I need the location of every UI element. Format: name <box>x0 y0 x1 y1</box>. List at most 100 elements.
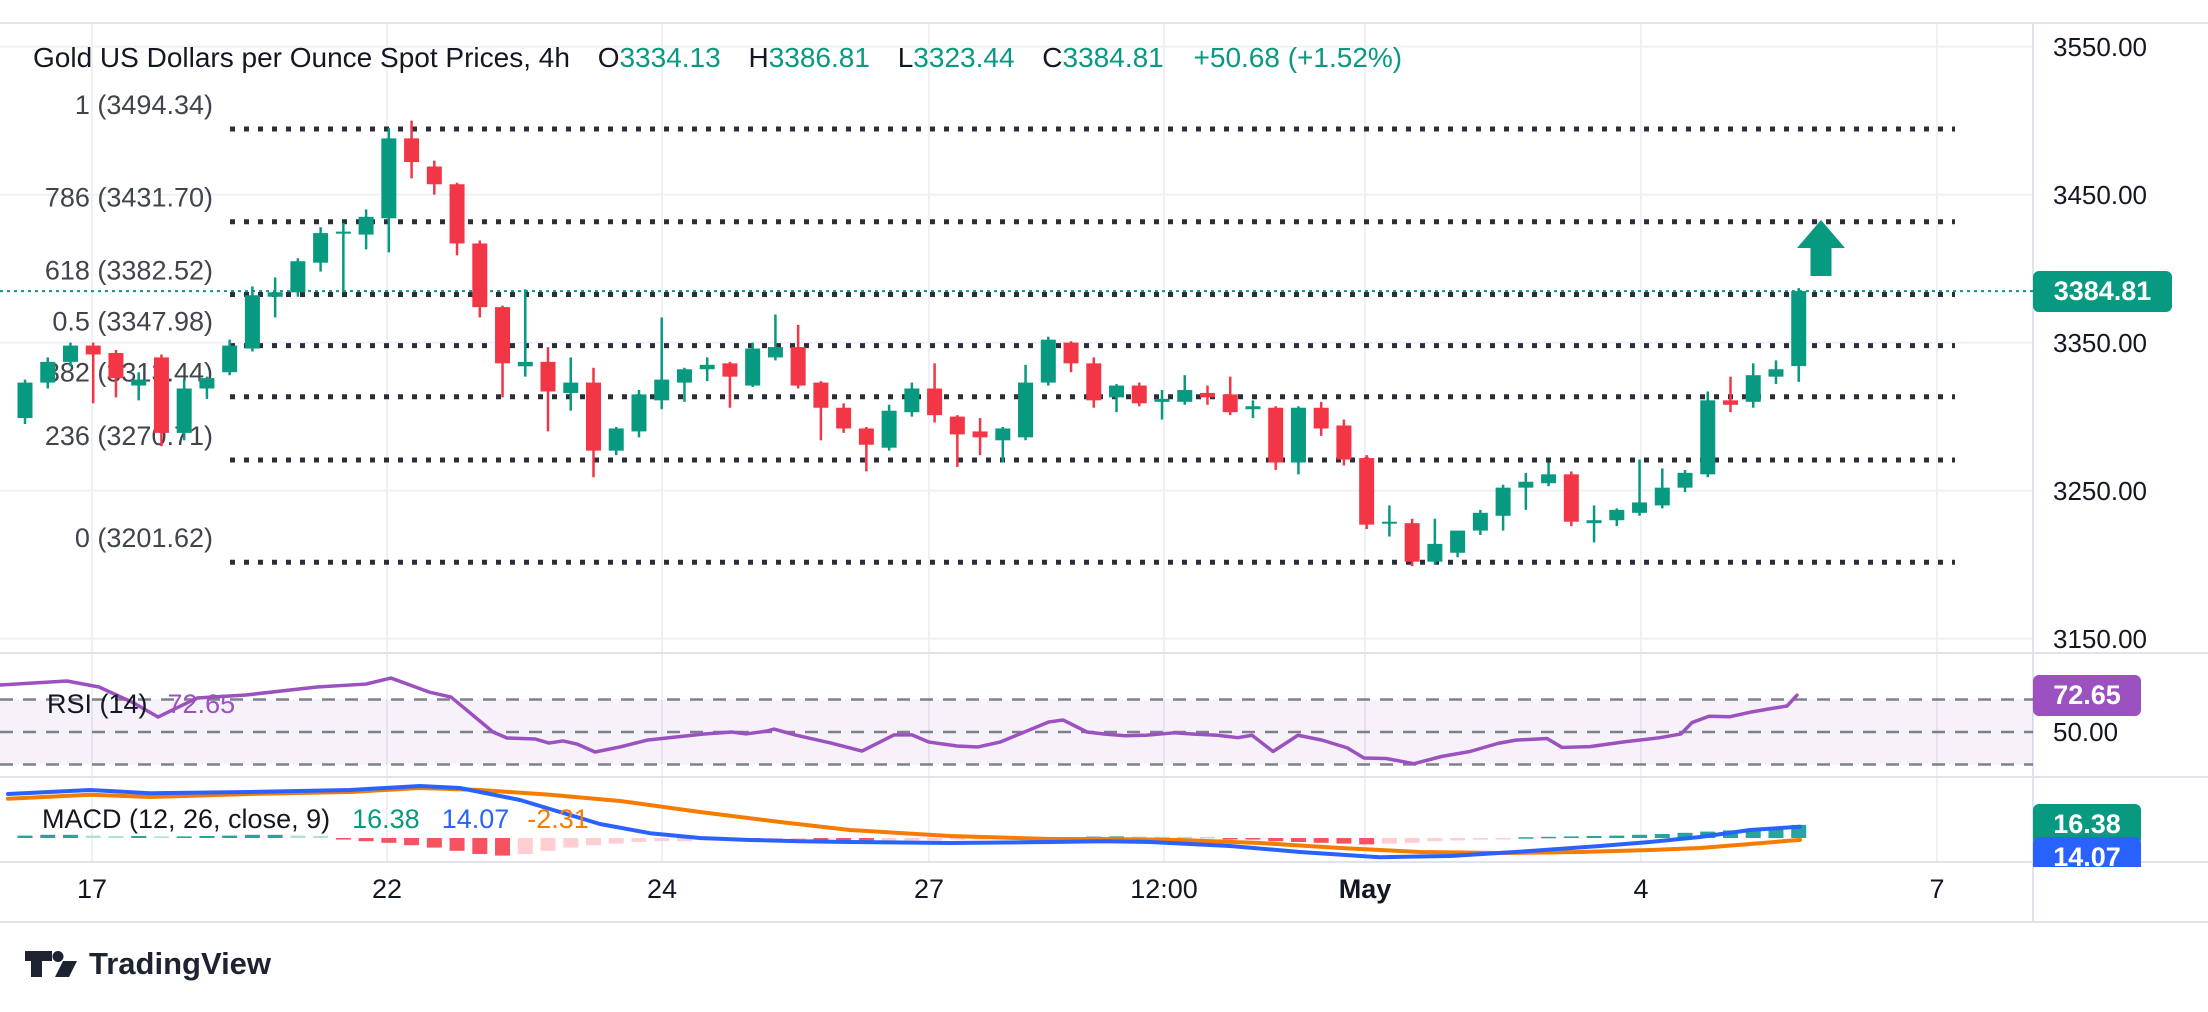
macd-histogram-bar <box>676 838 692 842</box>
macd-histogram-bar <box>472 838 488 854</box>
candle-body <box>699 364 715 370</box>
macd-histogram-bar <box>358 838 374 842</box>
macd-histogram-bar <box>517 838 533 854</box>
candle-body <box>790 347 806 386</box>
candle-body <box>1086 363 1102 401</box>
macd-histogram-bar <box>222 835 238 838</box>
macd-histogram-bar <box>1177 836 1193 839</box>
macd-histogram-bar <box>1586 836 1602 838</box>
candle-body <box>858 428 874 445</box>
candle-body <box>586 382 601 451</box>
macd-histogram-bar <box>1222 838 1238 840</box>
macd-histogram-bar <box>1154 836 1170 839</box>
candle-body <box>1199 392 1215 398</box>
candle-body <box>1381 521 1397 524</box>
candle-body <box>654 379 670 401</box>
candle-body <box>1177 389 1193 402</box>
macd-histogram-bar <box>1268 838 1284 842</box>
macd-histogram-bar <box>1541 836 1557 839</box>
macd-histogram-bar <box>904 838 920 841</box>
macd-histogram-bar <box>1359 838 1375 845</box>
macd-histogram-bar <box>131 836 147 838</box>
candle-body <box>1472 512 1488 531</box>
candle-body <box>631 394 647 432</box>
candle-body <box>244 295 260 349</box>
macd-histogram-bar <box>1404 838 1420 843</box>
macd-histogram-bar <box>881 838 897 842</box>
rsi-line <box>0 676 1799 766</box>
candle-body <box>335 231 351 234</box>
candle-body <box>131 379 147 386</box>
candle-body <box>1563 474 1579 522</box>
fib-level-label: 0.5 (3347.98) <box>52 307 213 337</box>
candle-body <box>1677 472 1693 488</box>
macd-histogram-bar <box>1768 827 1784 838</box>
candle-body <box>1632 502 1648 513</box>
up-arrow-annotation <box>1797 220 1845 276</box>
candle-body <box>881 410 897 448</box>
candle-body <box>1495 487 1511 516</box>
candle-body <box>1245 406 1261 410</box>
candle-body <box>1131 385 1147 404</box>
candle-body <box>267 292 283 297</box>
macd-histogram-bar <box>290 835 306 838</box>
candle-body <box>1586 520 1602 524</box>
macd-histogram-bar <box>1131 836 1147 839</box>
macd-histogram-bar <box>85 835 101 838</box>
macd-histogram-bar <box>927 838 943 841</box>
candle-body <box>153 357 169 433</box>
macd-line <box>6 784 1802 860</box>
candle-body <box>813 382 829 408</box>
candle-body <box>1268 407 1284 463</box>
macd-histogram-bar <box>1745 829 1761 838</box>
candle-body <box>62 345 78 362</box>
macd-histogram-bar <box>1313 838 1329 843</box>
macd-histogram-bar <box>1609 835 1625 838</box>
candle-body <box>404 138 420 163</box>
macd-histogram-bar <box>1632 834 1648 838</box>
macd-histogram-bar <box>1563 836 1579 838</box>
macd-histogram-bar <box>404 838 420 846</box>
candle-body <box>381 138 397 219</box>
macd-histogram-bar <box>1290 838 1306 842</box>
candle-body <box>1609 509 1625 521</box>
candle-body <box>1450 530 1466 553</box>
macd-histogram-bar <box>563 838 579 848</box>
macd-histogram-bar <box>176 836 192 838</box>
macd-histogram-bar <box>267 834 283 838</box>
candle-body <box>1791 291 1807 367</box>
macd-histogram-bar <box>449 838 465 851</box>
candle-body <box>495 307 511 364</box>
candle-body <box>108 352 124 379</box>
macd-histogram-bar <box>199 836 215 838</box>
candle-body <box>676 369 692 383</box>
macd-histogram-bar <box>1450 838 1466 841</box>
macd-histogram-bar <box>631 838 647 842</box>
macd-histogram-bar <box>540 838 556 851</box>
macd-histogram-bar <box>313 836 329 838</box>
macd-histogram-bar <box>381 838 397 843</box>
macd-histogram-bar <box>1245 838 1261 840</box>
candle-body <box>1745 375 1761 402</box>
candle-body <box>290 261 306 293</box>
candle-body <box>1723 400 1738 405</box>
candle-body <box>1541 474 1557 484</box>
candle-body <box>1404 523 1420 562</box>
candle-body <box>745 348 761 386</box>
candle-body <box>358 216 374 235</box>
candle-body <box>767 347 783 358</box>
macd-histogram-bar <box>108 836 124 838</box>
candle-body <box>449 184 465 244</box>
macd-histogram-bar <box>62 834 78 838</box>
macd-histogram-bar <box>335 838 351 840</box>
macd-histogram-bar <box>1654 834 1670 838</box>
candle-body <box>1290 407 1306 463</box>
candle-body <box>1768 369 1784 377</box>
candle-body <box>426 166 442 185</box>
candle-body <box>563 382 579 393</box>
candle-body <box>222 345 238 373</box>
candle-body <box>199 378 215 389</box>
macd-histogram-bar <box>153 836 169 838</box>
macd-histogram-bar <box>244 834 260 838</box>
